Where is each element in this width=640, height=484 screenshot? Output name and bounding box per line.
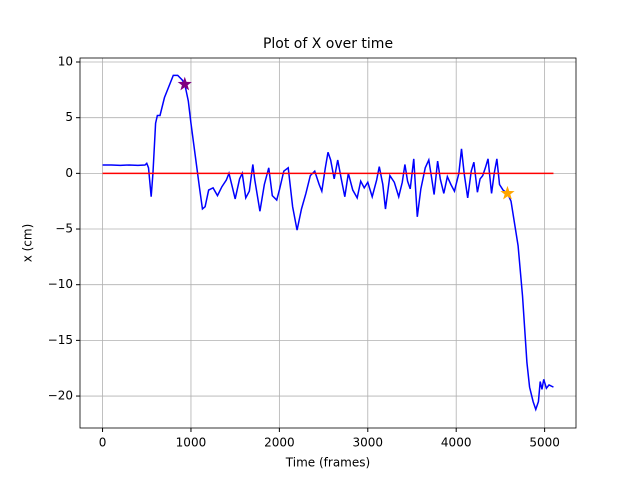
x-tick-label: 5000 (529, 436, 560, 450)
x-tick-label: 1000 (176, 436, 207, 450)
data-line (102, 74, 554, 412)
y-tick-label: 5 (65, 110, 73, 124)
chart-title: Plot of X over time (263, 36, 393, 52)
y-tick-label: −15 (48, 333, 73, 347)
star-marker (177, 76, 192, 91)
y-axis-label: x (cm) (21, 224, 35, 263)
x-tick-label: 4000 (441, 436, 472, 450)
y-tick-label: 10 (58, 55, 73, 69)
x-tick-label: 2000 (264, 436, 295, 450)
x-axis-label: Time (frames) (285, 456, 370, 470)
y-tick-label: 0 (65, 166, 73, 180)
plot-frame (79, 57, 577, 429)
x-tick-label: 0 (99, 436, 107, 450)
x-tick-label: 3000 (353, 436, 384, 450)
y-tick-label: −20 (48, 389, 73, 403)
y-tick-label: −5 (55, 222, 73, 236)
y-tick-label: −10 (48, 277, 73, 291)
star-marker (500, 185, 515, 200)
